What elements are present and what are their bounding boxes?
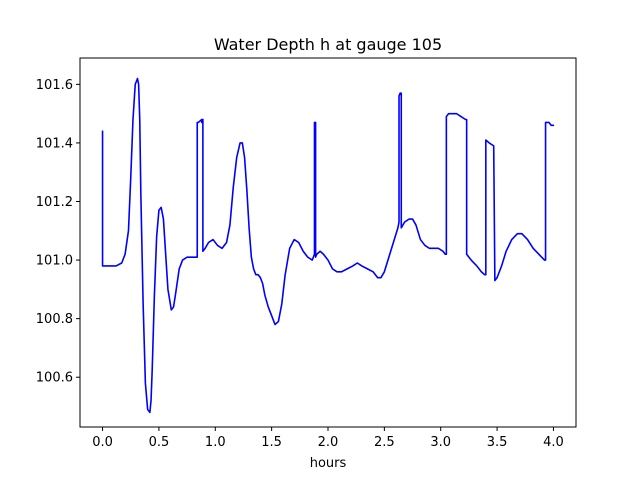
y-tick-label: 100.6	[36, 371, 73, 386]
x-tick-label: 3.0	[430, 435, 451, 450]
x-tick-label: 0.0	[92, 435, 113, 450]
x-tick-label: 2.0	[318, 435, 339, 450]
y-tick-label: 100.8	[36, 312, 73, 327]
x-tick-label: 4.0	[543, 435, 564, 450]
y-axis-ticks: 100.6 100.8 101.0 101.2 101.4 101.6	[36, 78, 80, 386]
y-tick-label: 101.6	[36, 78, 73, 93]
y-tick-label: 101.4	[36, 136, 73, 151]
x-tick-label: 0.5	[149, 435, 170, 450]
x-axis-ticks: 0.0 0.5 1.0 1.5 2.0 2.5 3.0 3.5 4.0	[92, 427, 564, 450]
chart-title: Water Depth h at gauge 105	[214, 35, 442, 54]
plot-area	[80, 58, 576, 427]
y-tick-label: 101.0	[36, 254, 73, 269]
series-line-0	[101, 77, 555, 414]
x-tick-label: 2.5	[374, 435, 395, 450]
x-tick-label: 1.5	[261, 435, 282, 450]
series-layer	[101, 77, 555, 414]
x-tick-label: 1.0	[205, 435, 226, 450]
x-tick-label: 3.5	[487, 435, 508, 450]
y-tick-label: 101.2	[36, 195, 73, 210]
x-axis-label: hours	[310, 456, 347, 471]
